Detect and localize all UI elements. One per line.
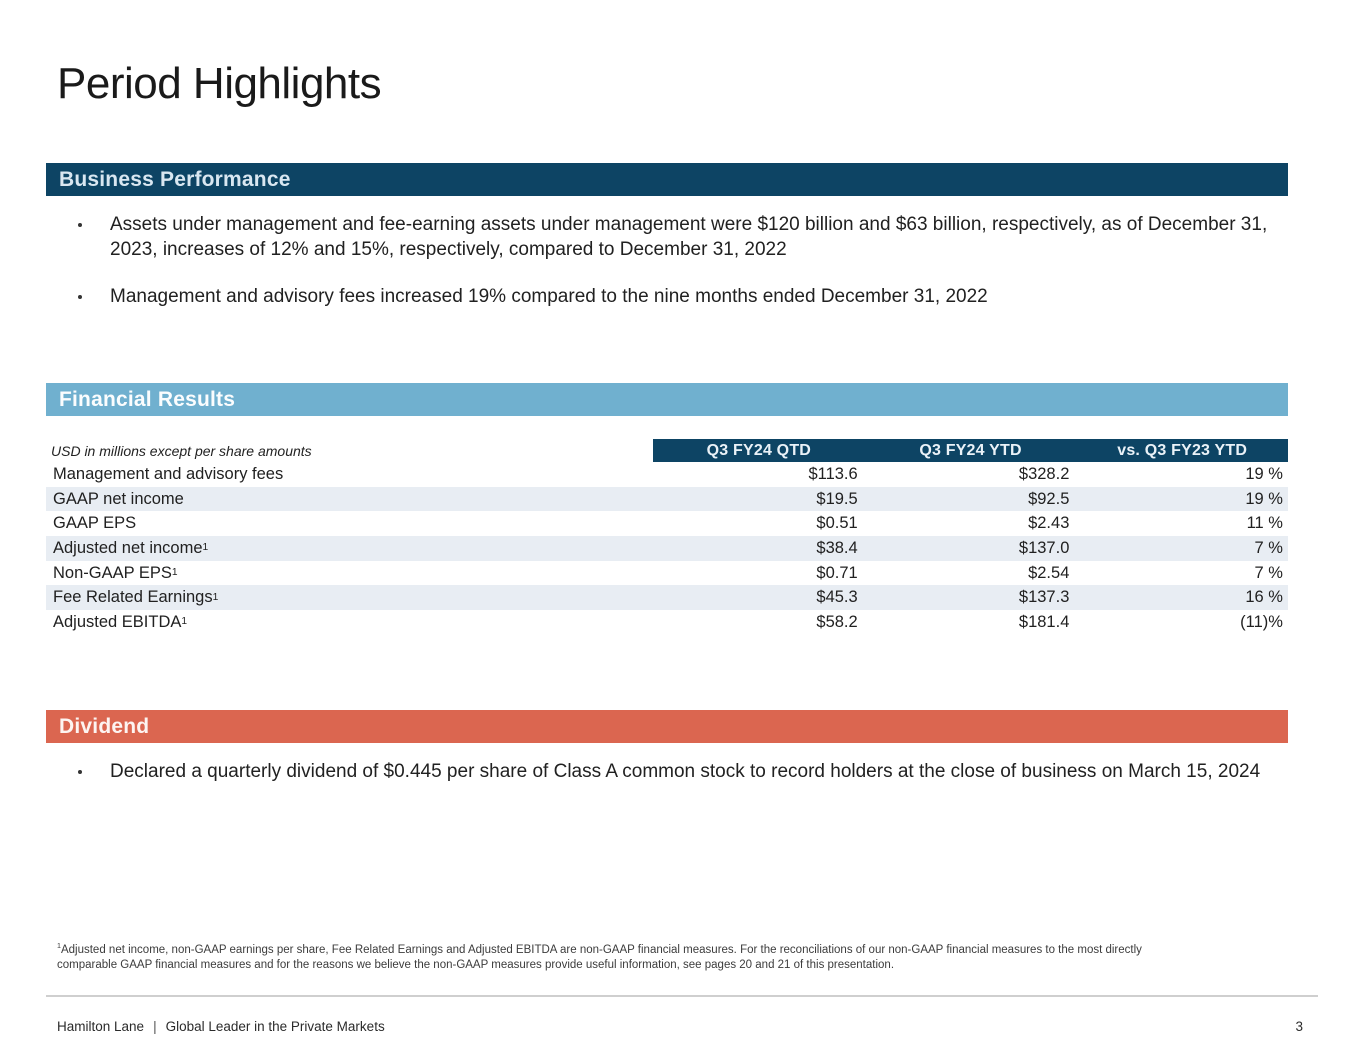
column-header-qtd: Q3 FY24 QTD: [653, 439, 865, 462]
cell-ytd: $2.54: [1028, 563, 1070, 582]
footnote-text: Adjusted net income, non-GAAP earnings p…: [57, 944, 1142, 971]
row-label: Adjusted EBITDA 1: [53, 612, 188, 631]
row-label: Management and advisory fees: [53, 464, 284, 483]
cell-ytd: $328.2: [1018, 464, 1070, 483]
table-row: GAAP net income $19.5 $92.5 19 %: [46, 486, 1288, 512]
bullet-dot-icon: [78, 295, 82, 299]
cell-vs: 7 %: [1254, 538, 1283, 557]
row-label: GAAP EPS: [53, 514, 137, 533]
table-row: Non-GAAP EPS 1 $0.71 $2.54 7 %: [46, 561, 1288, 586]
row-label: Non-GAAP EPS 1: [53, 563, 178, 582]
table-row: Management and advisory fees $113.6 $328…: [46, 462, 1288, 487]
footer-divider: [46, 995, 1318, 997]
table-row: Adjusted EBITDA 1 $58.2 $181.4 (11)%: [46, 610, 1288, 635]
section-header-business-performance: Business Performance: [46, 163, 1288, 196]
cell-ytd: $137.3: [1018, 588, 1070, 607]
footer-separator: |: [153, 1019, 157, 1034]
cell-vs: 11 %: [1246, 514, 1283, 533]
bullet-dot-icon: [78, 770, 82, 774]
bullet-item: Management and advisory fees increased 1…: [78, 284, 1290, 309]
cell-qtd: $45.3: [816, 588, 858, 607]
cell-qtd: $113.6: [808, 464, 858, 483]
bullet-text: Assets under management and fee-earning …: [110, 214, 1268, 260]
table-row: Fee Related Earnings 1 $45.3 $137.3 16 %: [46, 585, 1288, 611]
table-row: Adjusted net income 1 $38.4 $137.0 7 %: [46, 536, 1288, 561]
bullet-dot-icon: [78, 223, 82, 227]
section-header-label: Financial Results: [59, 387, 236, 411]
page-number: 3: [1295, 1019, 1303, 1034]
section-header-dividend: Dividend: [46, 710, 1288, 743]
footnote: 1Adjusted net income, non-GAAP earnings …: [57, 943, 1197, 973]
cell-qtd: $58.2: [816, 612, 858, 631]
bullet-text: Management and advisory fees increased 1…: [110, 286, 988, 307]
financial-results-table: USD in millions except per share amounts…: [46, 439, 1288, 635]
cell-ytd: $181.4: [1018, 612, 1070, 631]
bullet-item: Declared a quarterly dividend of $0.445 …: [78, 759, 1290, 784]
bullet-text: Declared a quarterly dividend of $0.445 …: [110, 761, 1261, 782]
cell-ytd: $2.43: [1028, 514, 1070, 533]
cell-ytd: $92.5: [1028, 489, 1070, 508]
cell-vs: 16 %: [1245, 588, 1283, 607]
cell-vs: 19 %: [1245, 489, 1283, 508]
row-label: Fee Related Earnings 1: [53, 588, 219, 607]
section-header-financial-results: Financial Results: [46, 383, 1288, 416]
cell-qtd: $19.5: [816, 489, 858, 508]
cell-qtd: $0.51: [816, 514, 858, 533]
section-header-label: Dividend: [59, 714, 150, 738]
cell-vs: 19 %: [1245, 464, 1283, 483]
footnote-superscript: 1: [57, 942, 61, 951]
page-title: Period Highlights: [57, 59, 382, 108]
footer: Hamilton Lane | Global Leader in the Pri…: [57, 1019, 385, 1034]
footer-tagline: Global Leader in the Private Markets: [165, 1019, 385, 1034]
bullet-item: Assets under management and fee-earning …: [78, 212, 1290, 262]
cell-ytd: $137.0: [1018, 538, 1070, 557]
row-label: GAAP net income: [53, 489, 184, 508]
financial-table-body: Management and advisory fees $113.6 $328…: [46, 462, 1288, 635]
dividend-bullets: Declared a quarterly dividend of $0.445 …: [78, 759, 1290, 806]
column-header-ytd: Q3 FY24 YTD: [864, 439, 1077, 462]
section-header-label: Business Performance: [59, 167, 291, 191]
business-performance-bullets: Assets under management and fee-earning …: [78, 212, 1290, 331]
table-units-note: USD in millions except per share amounts: [51, 442, 312, 459]
row-label: Adjusted net income 1: [53, 538, 209, 557]
cell-vs: (11)%: [1240, 612, 1283, 631]
table-header-row: USD in millions except per share amounts…: [46, 439, 1288, 462]
cell-qtd: $38.4: [816, 538, 858, 557]
cell-vs: 7 %: [1254, 563, 1283, 582]
cell-qtd: $0.71: [816, 563, 858, 582]
table-row: GAAP EPS $0.51 $2.43 11 %: [46, 511, 1288, 536]
column-header-vs: vs. Q3 FY23 YTD: [1076, 439, 1288, 462]
footer-brand: Hamilton Lane: [57, 1019, 145, 1034]
